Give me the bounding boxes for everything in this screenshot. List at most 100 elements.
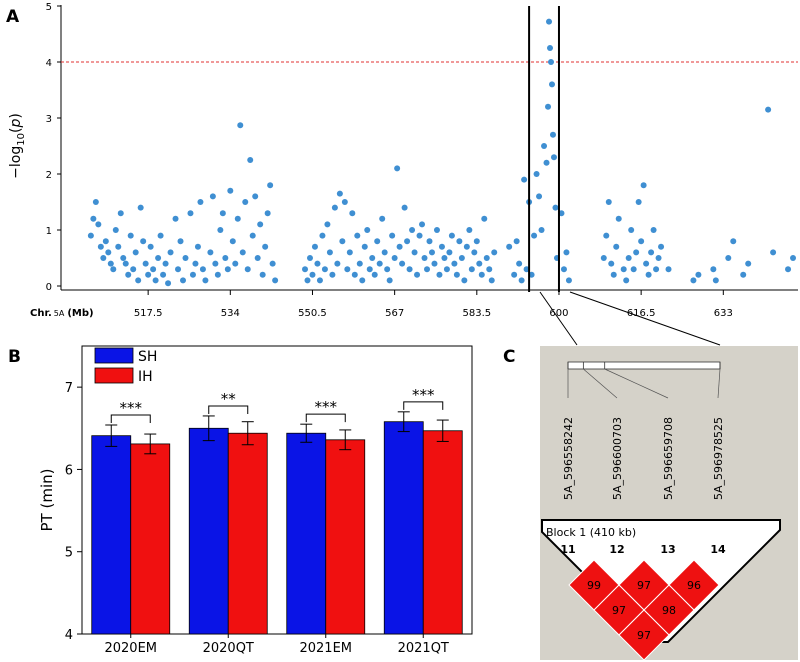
snp-point-7 (105, 249, 112, 256)
ld-block-label: Block 1 (410 kb) (546, 526, 636, 539)
snp-point-58 (239, 249, 246, 256)
snp-point-14 (122, 260, 129, 267)
snp-point-197 (653, 266, 660, 273)
snp-point-24 (147, 243, 154, 250)
y-tick-label-a-2: 2 (46, 170, 52, 181)
snp-point-208 (745, 260, 752, 267)
y-tick-label-a-5: 5 (46, 2, 52, 13)
legend-swatch-sh (94, 347, 134, 364)
snp-point-143 (478, 271, 485, 278)
significance-bracket-0 (110, 414, 151, 423)
significance-label-2: *** (315, 398, 338, 416)
x-tick-label-b-1: 2020QT (203, 641, 254, 656)
snp-point-165 (546, 18, 553, 25)
snp-point-136 (461, 277, 468, 284)
snp-point-93 (354, 232, 361, 239)
snp-point-166 (547, 45, 554, 51)
snp-point-0 (87, 232, 94, 239)
snp-point-139 (468, 266, 475, 273)
snp-point-181 (610, 271, 617, 278)
snp-point-40 (192, 260, 199, 267)
x-tick-label-a-3: 567 (385, 308, 404, 319)
snp-point-74 (306, 255, 313, 261)
snp-point-65 (257, 221, 264, 228)
snp-point-77 (314, 260, 321, 267)
snp-point-56 (234, 215, 241, 222)
panel-label-a: A (6, 7, 20, 27)
snp-point-205 (725, 255, 732, 261)
legend-label-ih: IH (138, 369, 153, 385)
snp-point-129 (443, 266, 450, 273)
ld-value-1-1: 98 (662, 604, 676, 617)
snp-point-152 (516, 260, 523, 267)
snp-point-146 (486, 266, 493, 273)
panel-label-c: C (503, 347, 515, 367)
ld-block-heatmap: C 5A_596558242 5A_596600703 5A_596659708 5A… (503, 346, 798, 661)
snp-point-85 (334, 260, 341, 267)
marker-label-0: 5A_596558242 (562, 417, 575, 500)
snp-point-122 (426, 238, 433, 245)
snp-point-82 (326, 249, 333, 256)
ld-value-2-0: 97 (637, 629, 651, 642)
snp-point-46 (209, 193, 216, 200)
snp-point-60 (244, 266, 251, 273)
snp-point-10 (112, 227, 119, 233)
snp-point-18 (132, 249, 139, 256)
x-axis-label-a: Chr. 5A (Mb) (30, 308, 94, 319)
snp-point-49 (217, 227, 224, 233)
snp-point-19 (135, 277, 142, 284)
snp-point-31 (165, 280, 172, 287)
snp-point-125 (433, 227, 440, 233)
snp-point-101 (374, 238, 381, 245)
snp-point-59 (242, 199, 249, 205)
snp-point-96 (361, 243, 368, 250)
snp-point-189 (633, 249, 640, 256)
snp-point-123 (428, 249, 435, 256)
snp-point-94 (356, 260, 363, 267)
snp-point-201 (690, 277, 697, 284)
y-tick-label-b-2: 6 (65, 463, 73, 478)
y-tick-label-a-1: 1 (46, 226, 52, 237)
snp-point-118 (416, 232, 423, 239)
snp-point-176 (565, 277, 572, 284)
snp-point-83 (329, 271, 336, 278)
snp-point-9 (110, 266, 117, 273)
snp-point-140 (471, 249, 478, 256)
snp-point-80 (321, 266, 328, 273)
plot-frame-b (81, 345, 473, 635)
snp-point-182 (613, 243, 620, 250)
snp-point-43 (199, 266, 206, 273)
snp-point-90 (346, 249, 353, 256)
snp-point-33 (172, 215, 179, 222)
snp-point-102 (376, 260, 383, 267)
significance-label-0: *** (120, 399, 143, 417)
bar-sh-2021qt (383, 421, 424, 635)
snp-point-151 (513, 238, 520, 245)
snp-point-188 (630, 266, 637, 273)
snp-point-121 (424, 266, 431, 273)
marker-label-1: 5A_596600703 (611, 417, 624, 500)
snp-point-99 (369, 255, 376, 261)
snp-point-91 (349, 210, 356, 217)
snp-point-198 (655, 255, 662, 261)
snp-point-88 (341, 199, 348, 205)
snp-point-41 (194, 243, 201, 250)
snp-point-5 (100, 255, 107, 261)
bar-sh-2021em (286, 432, 327, 635)
snp-point-70 (269, 260, 276, 267)
snp-point-158 (531, 232, 538, 239)
marker-index-2: 13 (660, 543, 675, 556)
snp-point-114 (406, 266, 413, 273)
ld-value-0-2: 96 (687, 579, 701, 592)
snp-point-147 (488, 277, 495, 284)
snp-point-186 (625, 255, 632, 261)
manhattan-plot: A −log10(p) 0 1 2 3 4 5 517.5 534 550.5 567 583.5… (6, 2, 798, 346)
snp-point-134 (456, 238, 463, 245)
snp-point-54 (229, 238, 236, 245)
panel-label-b: B (8, 347, 21, 367)
snp-point-193 (643, 260, 650, 267)
snp-point-202 (695, 271, 702, 278)
snp-point-62 (249, 232, 256, 239)
marker-connector-1 (583, 368, 618, 399)
snp-point-106 (386, 277, 393, 284)
